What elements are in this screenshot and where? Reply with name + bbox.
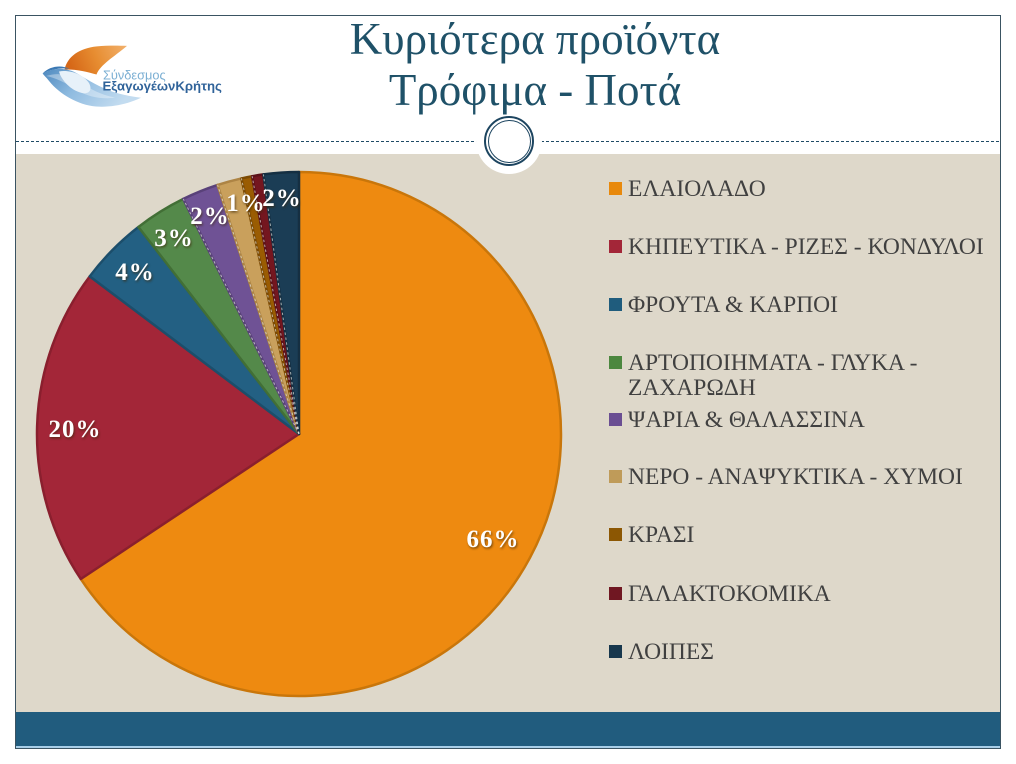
- svg-text:ΕξαγωγέωνΚρήτης: ΕξαγωγέωνΚρήτης: [103, 79, 223, 94]
- svg-text:Σύνδεσμος: Σύνδεσμος: [103, 68, 166, 83]
